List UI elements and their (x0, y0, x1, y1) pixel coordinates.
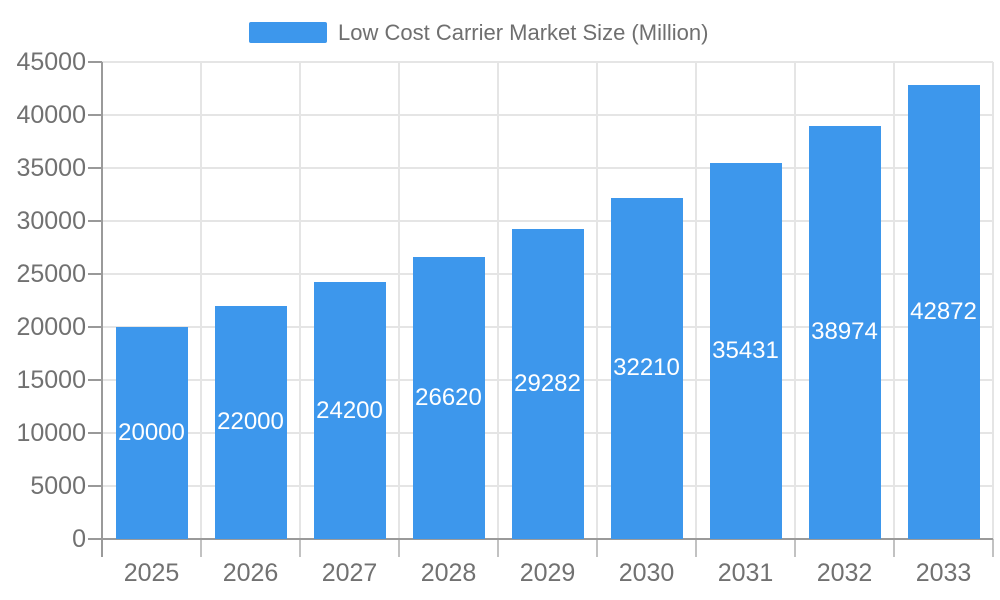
x-axis-tick (497, 539, 499, 557)
y-gridline (102, 167, 993, 169)
y-gridline (102, 114, 993, 116)
x-gridline (299, 62, 301, 539)
y-axis-label: 15000 (16, 366, 86, 394)
y-axis-tick (88, 485, 102, 487)
bar-value-label: 26620 (415, 383, 482, 411)
bar-value-label: 38974 (811, 318, 878, 346)
y-axis-tick (88, 326, 102, 328)
x-axis-line (101, 538, 993, 540)
x-gridline (497, 62, 499, 539)
x-gridline (398, 62, 400, 539)
y-axis-label: 0 (72, 525, 86, 553)
y-gridline (102, 220, 993, 222)
y-axis-tick (88, 167, 102, 169)
bar-2031[interactable]: 35431 (709, 163, 782, 539)
x-axis-label: 2026 (222, 559, 279, 587)
y-axis-label: 45000 (16, 48, 86, 76)
x-axis-label: 2032 (816, 559, 873, 587)
y-gridline (102, 61, 993, 63)
bar-value-label: 35431 (712, 337, 779, 365)
y-axis-label: 20000 (16, 313, 86, 341)
x-gridline (893, 62, 895, 539)
y-axis-label: 40000 (16, 101, 86, 129)
x-gridline (794, 62, 796, 539)
x-gridline (596, 62, 598, 539)
x-gridline (695, 62, 697, 539)
y-axis-label: 25000 (16, 260, 86, 288)
bar-2032[interactable]: 38974 (808, 125, 881, 539)
x-axis-tick (299, 539, 301, 557)
y-axis-tick (88, 61, 102, 63)
x-axis-label: 2025 (123, 559, 180, 587)
y-axis-tick (88, 220, 102, 222)
x-gridline (992, 62, 994, 539)
bar-2025[interactable]: 20000 (115, 327, 188, 539)
y-axis-label: 35000 (16, 154, 86, 182)
bar-2027[interactable]: 24200 (313, 282, 386, 539)
x-axis-tick (893, 539, 895, 557)
bar-value-label: 24200 (316, 396, 383, 424)
x-axis-tick (596, 539, 598, 557)
chart-legend[interactable]: Low Cost Carrier Market Size (Million) (249, 20, 708, 45)
bar-value-label: 22000 (217, 408, 284, 436)
x-axis-tick (200, 539, 202, 557)
legend-label: Low Cost Carrier Market Size (Million) (338, 20, 709, 45)
x-axis-label: 2030 (618, 559, 675, 587)
y-axis-tick (88, 538, 102, 540)
y-axis-tick (88, 273, 102, 275)
x-axis-label: 2028 (420, 559, 477, 587)
x-gridline (200, 62, 202, 539)
bar-value-label: 29282 (514, 369, 581, 397)
bar-2033[interactable]: 42872 (907, 84, 980, 539)
legend-swatch-icon (249, 22, 327, 43)
y-axis-label: 10000 (16, 419, 86, 447)
y-axis-line (101, 62, 103, 557)
x-axis-tick (695, 539, 697, 557)
x-axis-label: 2031 (717, 559, 774, 587)
y-axis-tick (88, 432, 102, 434)
x-axis-label: 2033 (915, 559, 972, 587)
bar-value-label: 42872 (910, 297, 977, 325)
y-axis-tick (88, 114, 102, 116)
y-axis-label: 30000 (16, 207, 86, 235)
y-axis-tick (88, 379, 102, 381)
bar-2030[interactable]: 32210 (610, 197, 683, 539)
bar-value-label: 32210 (613, 354, 680, 382)
x-axis-label: 2029 (519, 559, 576, 587)
bar-2029[interactable]: 29282 (511, 228, 584, 539)
x-axis-label: 2027 (321, 559, 378, 587)
x-axis-tick (398, 539, 400, 557)
x-axis-tick (794, 539, 796, 557)
y-axis-label: 5000 (30, 472, 86, 500)
bar-value-label: 20000 (118, 419, 185, 446)
x-axis-tick (992, 539, 994, 557)
bar-2028[interactable]: 26620 (412, 256, 485, 539)
bar-2026[interactable]: 22000 (214, 305, 287, 539)
